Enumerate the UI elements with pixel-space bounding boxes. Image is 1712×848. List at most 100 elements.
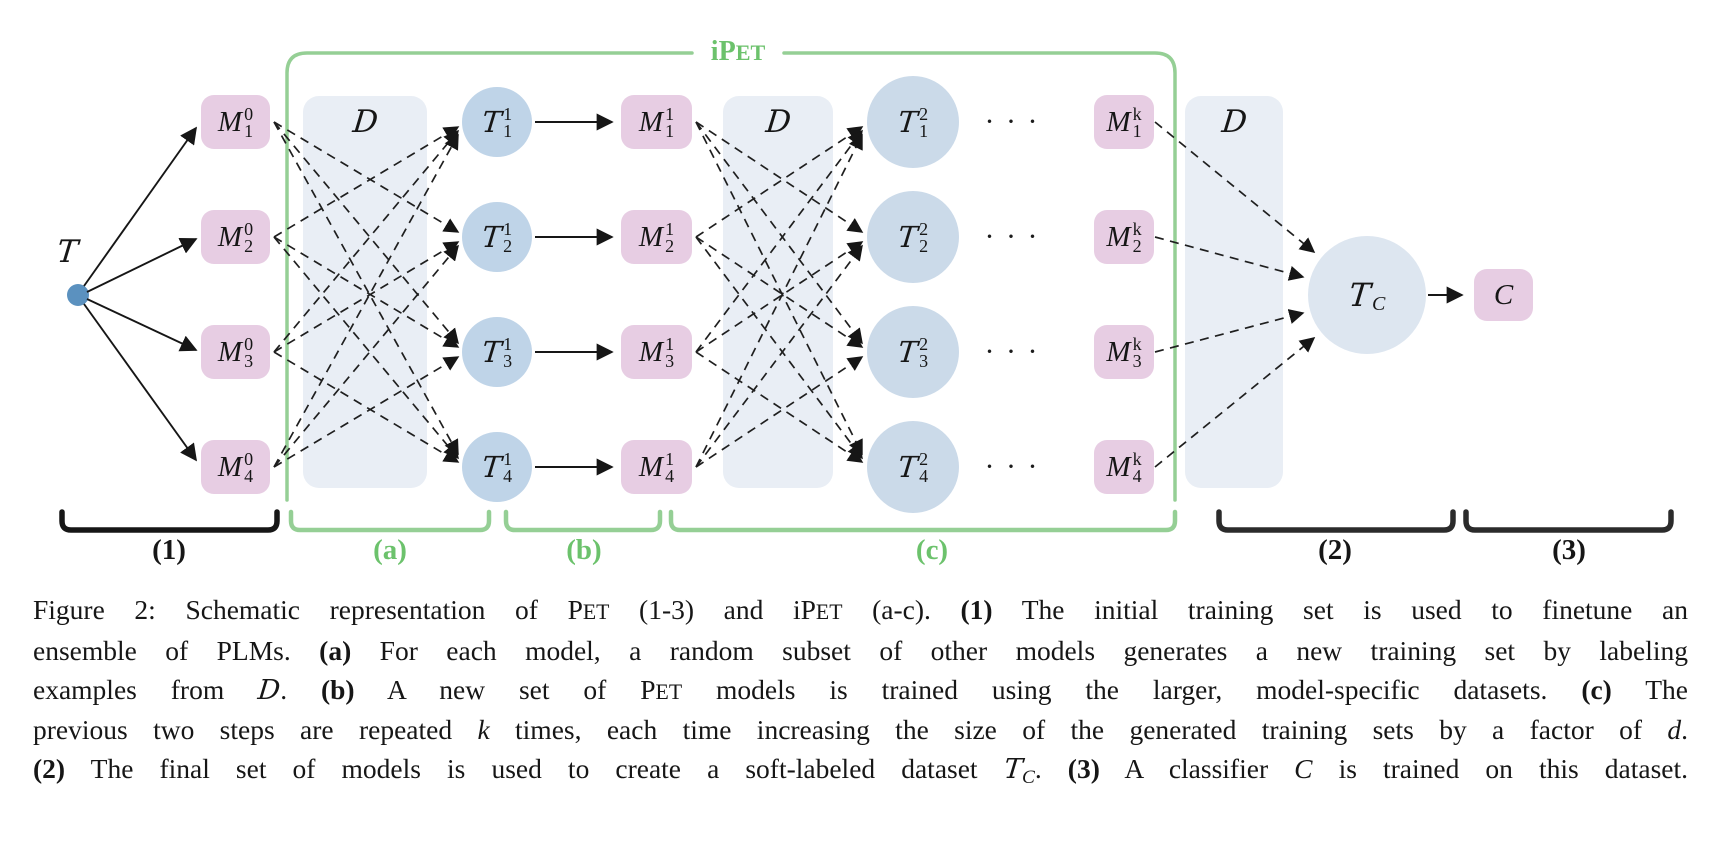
node-label: M — [1106, 220, 1131, 253]
stage-label-1: (1) — [152, 534, 186, 566]
ipet-bracket — [285, 51, 1177, 502]
node-label: T — [480, 450, 503, 484]
caption-line-3: examples from D. (b) A new set of PET mo… — [33, 673, 1689, 706]
crossing-arrows-stage-a — [273, 121, 460, 468]
node-label: M — [217, 335, 243, 368]
schematic-diagram: D D D — [55, 36, 1674, 566]
node-label: T — [480, 220, 503, 254]
node-label: T — [480, 105, 503, 139]
node-label: M — [1106, 105, 1131, 138]
ellipsis-row-2: · · · — [984, 220, 1040, 253]
caption-line-5: (2) The final set of models is used to c… — [33, 753, 1689, 788]
dataset-d-rect-3: D — [1185, 96, 1283, 488]
crossing-arrows-stage-c — [695, 121, 864, 468]
node-label: M — [217, 220, 243, 253]
stage-label-3: (3) — [1552, 534, 1586, 566]
caption-line-1: Figure 2: Schematic representation of PE… — [33, 594, 1688, 625]
training-set-dot — [67, 284, 89, 306]
node-label: T — [896, 105, 919, 139]
node-label: M — [638, 105, 664, 138]
brace-3 — [1463, 509, 1674, 533]
node-label: T — [1346, 276, 1372, 314]
train-arrows-stage-b — [535, 113, 614, 476]
ipet-title: iPET — [710, 36, 766, 67]
training-set-t-label: T — [55, 234, 80, 270]
node-label: C — [1493, 278, 1514, 311]
fanout-arrows — [83, 126, 198, 462]
stage-braces — [59, 509, 1674, 533]
node-label: M — [638, 335, 664, 368]
ellipsis-row-3: · · · — [984, 335, 1040, 368]
stage-label-c: (c) — [915, 534, 949, 566]
brace-2 — [1216, 509, 1456, 533]
caption-line-4: previous two steps are repeated k times,… — [33, 714, 1688, 746]
node-label: T — [896, 450, 919, 484]
ellipsis-row-4: · · · — [984, 450, 1040, 483]
node-label: T — [896, 335, 919, 369]
node-subscript: C — [1372, 292, 1386, 315]
brace-c — [668, 509, 1178, 533]
converging-arrows-stage-2 — [1154, 121, 1316, 468]
node-label: T — [896, 220, 919, 254]
node-label: T — [480, 335, 503, 369]
ellipsis-row-1: · · · — [984, 105, 1040, 138]
brace-b — [503, 509, 663, 533]
caption-line-2: ensemble of PLMs. (a) For each model, a … — [33, 634, 1688, 666]
node-label: M — [638, 220, 664, 253]
stage-label-a: (a) — [373, 534, 407, 566]
brace-a — [288, 509, 492, 533]
brace-1 — [59, 509, 280, 533]
classifier-node-c: C — [1474, 269, 1533, 321]
node-label: M — [1106, 335, 1131, 368]
stage-label-2: (2) — [1318, 534, 1352, 566]
node-label: M — [638, 450, 664, 483]
arrows-and-braces-layer — [59, 51, 1674, 533]
node-label: M — [217, 450, 243, 483]
node-label: M — [217, 105, 243, 138]
stage-label-b: (b) — [566, 534, 602, 566]
figure-caption: Figure 2: Schematic representation of PE… — [33, 591, 1688, 798]
